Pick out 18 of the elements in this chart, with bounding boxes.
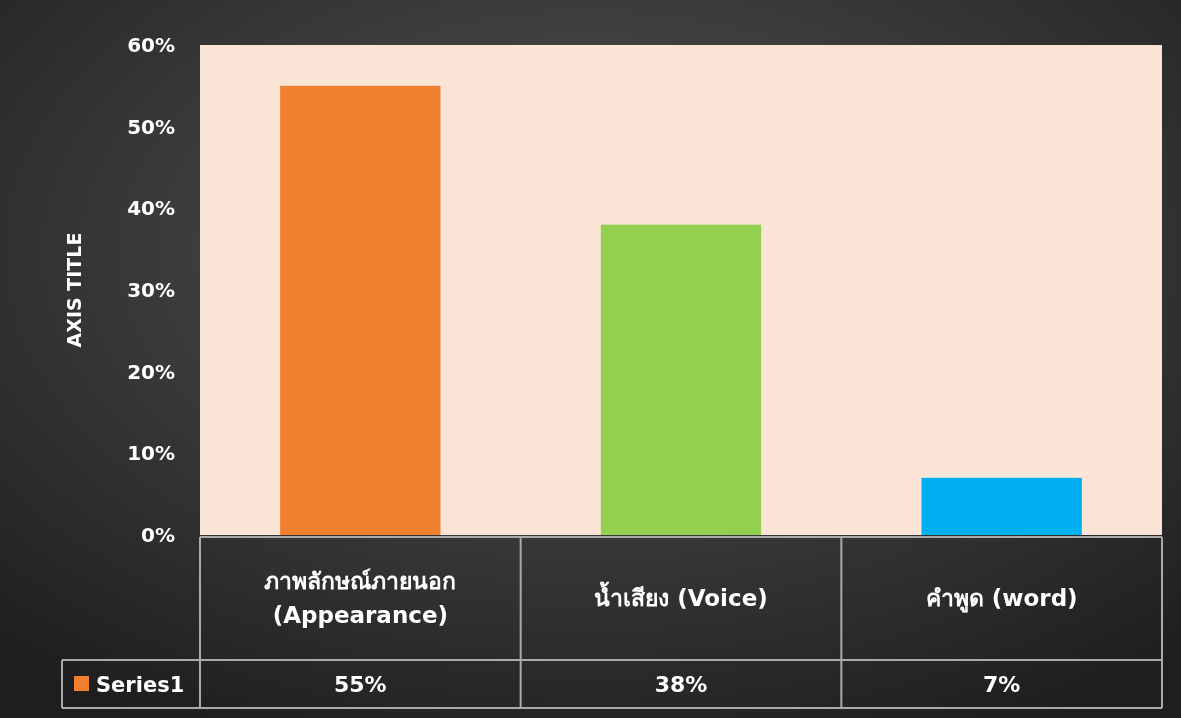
y-tick-label: 20%	[127, 359, 175, 384]
y-tick-label: 40%	[127, 196, 175, 221]
data-label: 38%	[654, 672, 708, 697]
data-label: 55%	[334, 672, 387, 697]
y-tick-label: 50%	[127, 114, 175, 139]
y-tick-label: 10%	[127, 441, 175, 466]
bar	[921, 477, 1082, 535]
y-tick-label: 0%	[141, 523, 175, 547]
data-label: 7%	[982, 672, 1021, 697]
y-tick-label: 30%	[127, 278, 175, 302]
y-axis-title: AXIS TITLE	[63, 232, 85, 348]
legend-label: Series1	[96, 673, 185, 697]
x-tick-label: ภาพลักษณ์ภายนอก (Appearance)	[264, 567, 457, 628]
bar	[600, 224, 762, 535]
bar	[280, 85, 441, 535]
x-tick-label: น้ำเสียง (Voice)	[594, 580, 768, 611]
y-tick-label: 60%	[127, 33, 175, 57]
x-tick-label: คำพูด (word)	[925, 584, 1078, 613]
